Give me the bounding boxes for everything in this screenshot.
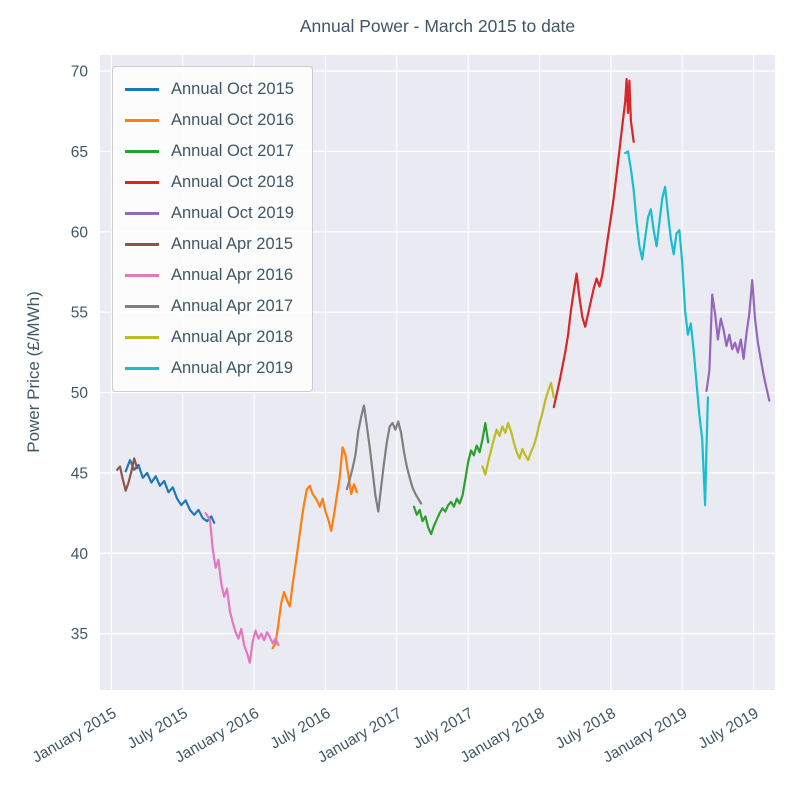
legend-label: Annual Oct 2018 (171, 173, 294, 191)
series-line-annual-apr-2018 (481, 381, 555, 476)
legend: Annual Oct 2015 Annual Oct 2016 Annual Oct… (112, 66, 313, 392)
y-tick-label: 50 (71, 385, 89, 402)
legend-item: Annual Oct 2018 (125, 167, 294, 198)
legend-item: Annual Apr 2016 (125, 260, 294, 291)
series-line-annual-oct-2015 (124, 459, 216, 524)
y-tick-label: 45 (71, 465, 88, 482)
legend-label: Annual Apr 2018 (171, 328, 294, 346)
x-tick-label: July 2017 (410, 705, 476, 753)
legend-label: Annual Apr 2019 (171, 359, 294, 377)
legend-swatch (125, 336, 159, 339)
series-line-annual-apr-2016 (204, 512, 280, 664)
legend-swatch (125, 119, 159, 122)
series-line-annual-oct-2018 (552, 77, 635, 409)
series-line-annual-oct-2019 (705, 279, 771, 402)
x-tick-label: January 2015 (30, 705, 120, 767)
x-tick-label: July 2016 (268, 705, 334, 753)
series-line-annual-oct-2016 (271, 446, 358, 650)
legend-item: Annual Apr 2019 (125, 353, 294, 384)
legend-swatch (125, 150, 159, 153)
legend-swatch (125, 181, 159, 184)
legend-item: Annual Apr 2017 (125, 291, 294, 322)
legend-label: Annual Oct 2019 (171, 204, 294, 222)
y-tick-label: 65 (71, 144, 88, 161)
x-tick-label: July 2018 (553, 705, 619, 753)
y-tick-label: 40 (71, 546, 89, 563)
legend-item: Annual Oct 2015 (125, 74, 294, 105)
legend-item: Annual Apr 2018 (125, 322, 294, 353)
legend-label: Annual Apr 2015 (171, 235, 294, 253)
legend-swatch (125, 305, 159, 308)
y-tick-label: 60 (71, 224, 89, 241)
legend-swatch (125, 243, 159, 246)
legend-item: Annual Oct 2016 (125, 105, 294, 136)
legend-swatch (125, 367, 159, 370)
legend-swatch (125, 274, 159, 277)
legend-label: Annual Oct 2015 (171, 80, 294, 98)
series-line-annual-apr-2019 (624, 150, 710, 507)
series-line-annual-oct-2017 (412, 422, 490, 536)
legend-swatch (125, 88, 159, 91)
legend-item: Annual Oct 2019 (125, 198, 294, 229)
y-tick-label: 70 (71, 64, 89, 81)
legend-label: Annual Apr 2017 (171, 297, 294, 315)
legend-label: Annual Oct 2017 (171, 142, 294, 160)
x-tick-label: July 2019 (696, 705, 762, 753)
legend-item: Annual Apr 2015 (125, 229, 294, 260)
series-line-annual-apr-2017 (345, 404, 423, 513)
chart-title: Annual Power - March 2015 to date (299, 16, 576, 36)
legend-item: Annual Oct 2017 (125, 136, 294, 167)
x-tick-label: July 2015 (125, 705, 191, 753)
legend-label: Annual Apr 2016 (171, 266, 294, 284)
legend-label: Annual Oct 2016 (171, 111, 294, 129)
legend-swatch (125, 212, 159, 215)
y-tick-label: 55 (71, 305, 88, 322)
y-tick-label: 35 (71, 626, 88, 643)
series-line-annual-apr-2015 (115, 457, 139, 492)
